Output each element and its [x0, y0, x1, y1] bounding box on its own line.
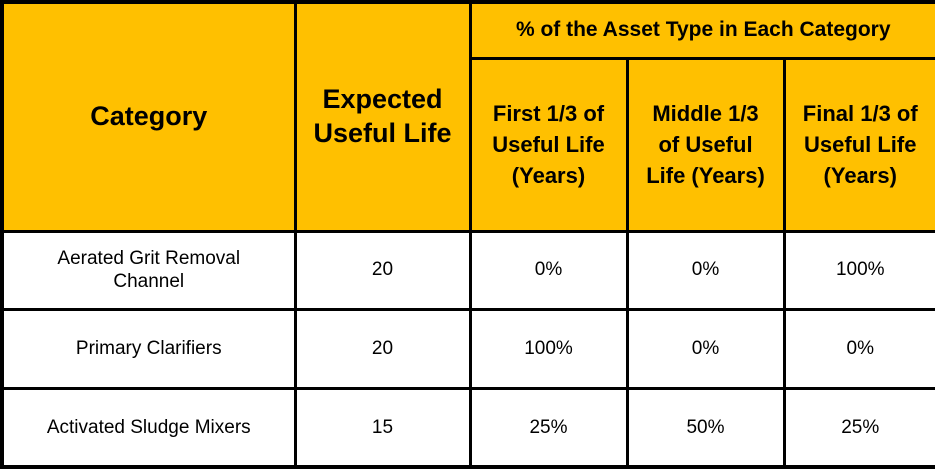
column-header-final-third: Final 1/3 of Useful Life (Years) — [782, 56, 935, 233]
cell-middle-third-percent: 50% — [625, 386, 786, 469]
cell-category: Aerated Grit Removal Channel — [0, 229, 297, 312]
column-header-first-third: First 1/3 of Useful Life (Years) — [468, 56, 629, 233]
cell-expected-useful-life: 20 — [293, 308, 472, 390]
cell-category: Activated Sludge Mixers — [0, 386, 297, 469]
header-sub-row: First 1/3 of Useful Life (Years) Middle … — [2, 56, 935, 233]
column-header-category: Category — [0, 0, 297, 233]
cell-final-third-percent: 100% — [782, 229, 935, 312]
cell-middle-third-percent: 0% — [625, 308, 786, 390]
table-row: Activated Sludge Mixers 15 25% 50% 25% — [0, 386, 935, 469]
cell-first-third-percent: 25% — [468, 386, 629, 469]
cell-final-third-percent: 25% — [782, 386, 935, 469]
column-header-expected-useful-life: Expected Useful Life — [293, 0, 472, 233]
cell-final-third-percent: 0% — [782, 308, 935, 390]
cell-expected-useful-life: 15 — [293, 386, 472, 469]
table-row: Primary Clarifiers 20 100% 0% 0% — [0, 308, 935, 390]
column-header-middle-third: Middle 1/3 of Useful Life (Years) — [625, 56, 786, 233]
cell-first-third-percent: 100% — [468, 308, 629, 390]
cell-expected-useful-life: 20 — [293, 229, 472, 312]
table-body: Aerated Grit Removal Channel 20 0% 0% 10… — [0, 229, 935, 469]
header-group-row: Category Expected Useful Life % of the A… — [0, 0, 935, 233]
cell-middle-third-percent: 0% — [625, 229, 786, 312]
column-group-header-percent-of-asset-type: % of the Asset Type in Each Category — [468, 0, 935, 60]
cell-category: Primary Clarifiers — [0, 308, 297, 390]
cell-first-third-percent: 0% — [468, 229, 629, 312]
table-row: Aerated Grit Removal Channel 20 0% 0% 10… — [0, 229, 935, 312]
table-header: Category Expected Useful Life % of the A… — [0, 0, 935, 233]
